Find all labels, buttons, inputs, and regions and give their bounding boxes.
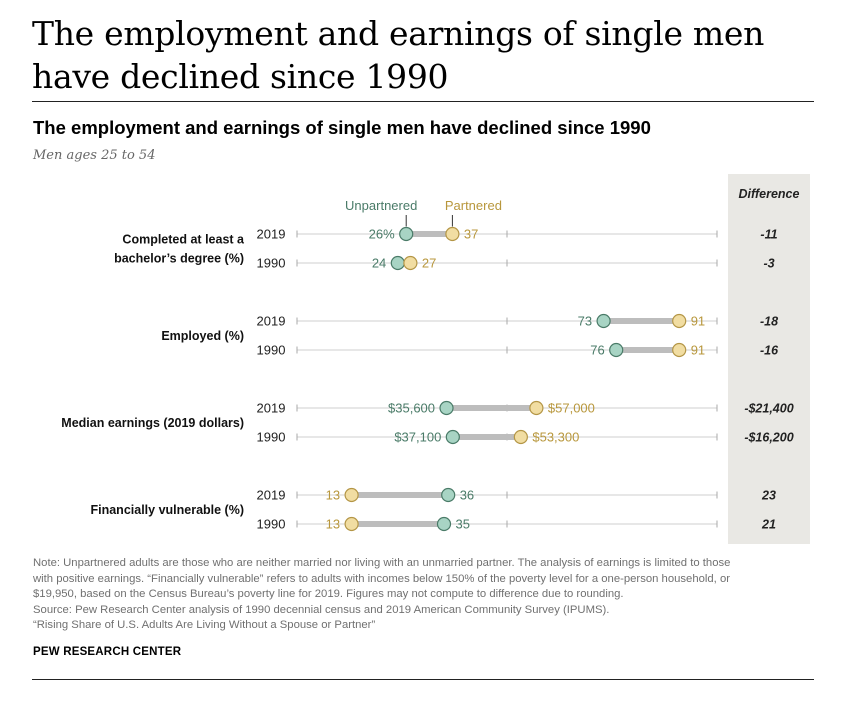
chart-notes: Note: Unpartnered adults are those who a… [33, 556, 823, 634]
unpartnered-value-label: 76 [590, 343, 604, 358]
unpartnered-point [596, 313, 611, 329]
chart-subtitle: Men ages 25 to 54 [33, 148, 156, 163]
unpartnered-point [436, 516, 452, 532]
partnered-point [344, 487, 359, 503]
page-headline: The employment and earnings of single me… [32, 14, 765, 96]
year-label: 1990 [257, 517, 286, 532]
difference-value: -11 [760, 228, 777, 242]
footer-divider [32, 679, 814, 680]
difference-value: -3 [763, 257, 774, 271]
chart-rows: Completed at least a bachelor’s degree (%… [61, 227, 793, 532]
partnered-value-label: 13 [326, 517, 340, 532]
unpartnered-point [399, 226, 414, 242]
partnered-point [672, 313, 687, 329]
unpartnered-value-label: 24 [372, 256, 386, 271]
year-label: 1990 [257, 430, 286, 445]
partnered-value-label: 13 [326, 488, 340, 503]
group-label: Median earnings (2019 dollars) [61, 416, 244, 430]
year-label: 2019 [257, 227, 286, 242]
difference-value: -$16,200 [744, 431, 793, 445]
unpartnered-point [609, 342, 624, 358]
group-label: Financially vulnerable (%) [90, 503, 244, 517]
note-line: Note: Unpartnered adults are those who a… [33, 557, 731, 569]
difference-value: 23 [761, 489, 776, 503]
chart-title: The employment and earnings of single me… [33, 117, 651, 138]
group-label: bachelor’s degree (%) [114, 252, 244, 266]
unpartnered-value-label: 35 [456, 517, 470, 532]
partnered-point [513, 429, 528, 445]
headline-divider [32, 101, 814, 102]
brand-logo-text: PEW RESEARCH CENTER [33, 646, 182, 658]
unpartnered-value-label: $37,100 [394, 430, 441, 445]
partnered-value-label: 91 [691, 343, 705, 358]
year-label: 1990 [257, 343, 286, 358]
source-line: Source: Pew Research Center analysis of … [33, 603, 610, 616]
partnered-value-label: $57,000 [548, 401, 595, 416]
difference-column-background [728, 174, 810, 544]
legend-unpartnered: Unpartnered [345, 198, 417, 213]
unpartnered-value-label: 73 [578, 314, 592, 329]
partnered-point [403, 255, 418, 271]
partnered-point [344, 516, 359, 532]
year-label: 2019 [257, 314, 286, 329]
unpartnered-point [439, 400, 454, 416]
note-line: $19,950, based on the Census Bureau’s po… [33, 588, 624, 600]
group-label: Completed at least a [122, 233, 245, 247]
partnered-value-label: $53,300 [532, 430, 579, 445]
difference-value: -16 [760, 344, 779, 358]
unpartnered-point [441, 487, 456, 503]
report-title-line: “Rising Share of U.S. Adults Are Living … [33, 619, 376, 631]
partnered-value-label: 91 [691, 314, 705, 329]
year-label: 2019 [257, 401, 286, 416]
difference-header: Difference [739, 187, 800, 201]
unpartnered-value-label: 26% [369, 227, 395, 242]
unpartnered-point [445, 429, 460, 445]
unpartnered-value-label: $35,600 [388, 401, 435, 416]
unpartnered-value-label: 36 [460, 488, 474, 503]
partnered-point [529, 400, 544, 416]
note-line: with positive earnings. “Financially vul… [33, 572, 731, 585]
legend-partnered: Partnered [445, 198, 502, 213]
difference-value: 21 [761, 518, 776, 532]
partnered-point [445, 226, 460, 242]
dumbbell-chart: Difference Unpartnered Partnered Complet… [61, 174, 810, 544]
partnered-value-label: 27 [422, 256, 436, 271]
group-label: Employed (%) [161, 329, 244, 343]
difference-value: -18 [760, 315, 778, 329]
unpartnered-point [390, 255, 405, 271]
legend: Unpartnered Partnered [345, 198, 502, 227]
partnered-point [672, 342, 687, 358]
partnered-value-label: 37 [464, 227, 478, 242]
difference-value: -$21,400 [744, 402, 793, 416]
year-label: 2019 [257, 488, 286, 503]
year-label: 1990 [257, 256, 286, 271]
